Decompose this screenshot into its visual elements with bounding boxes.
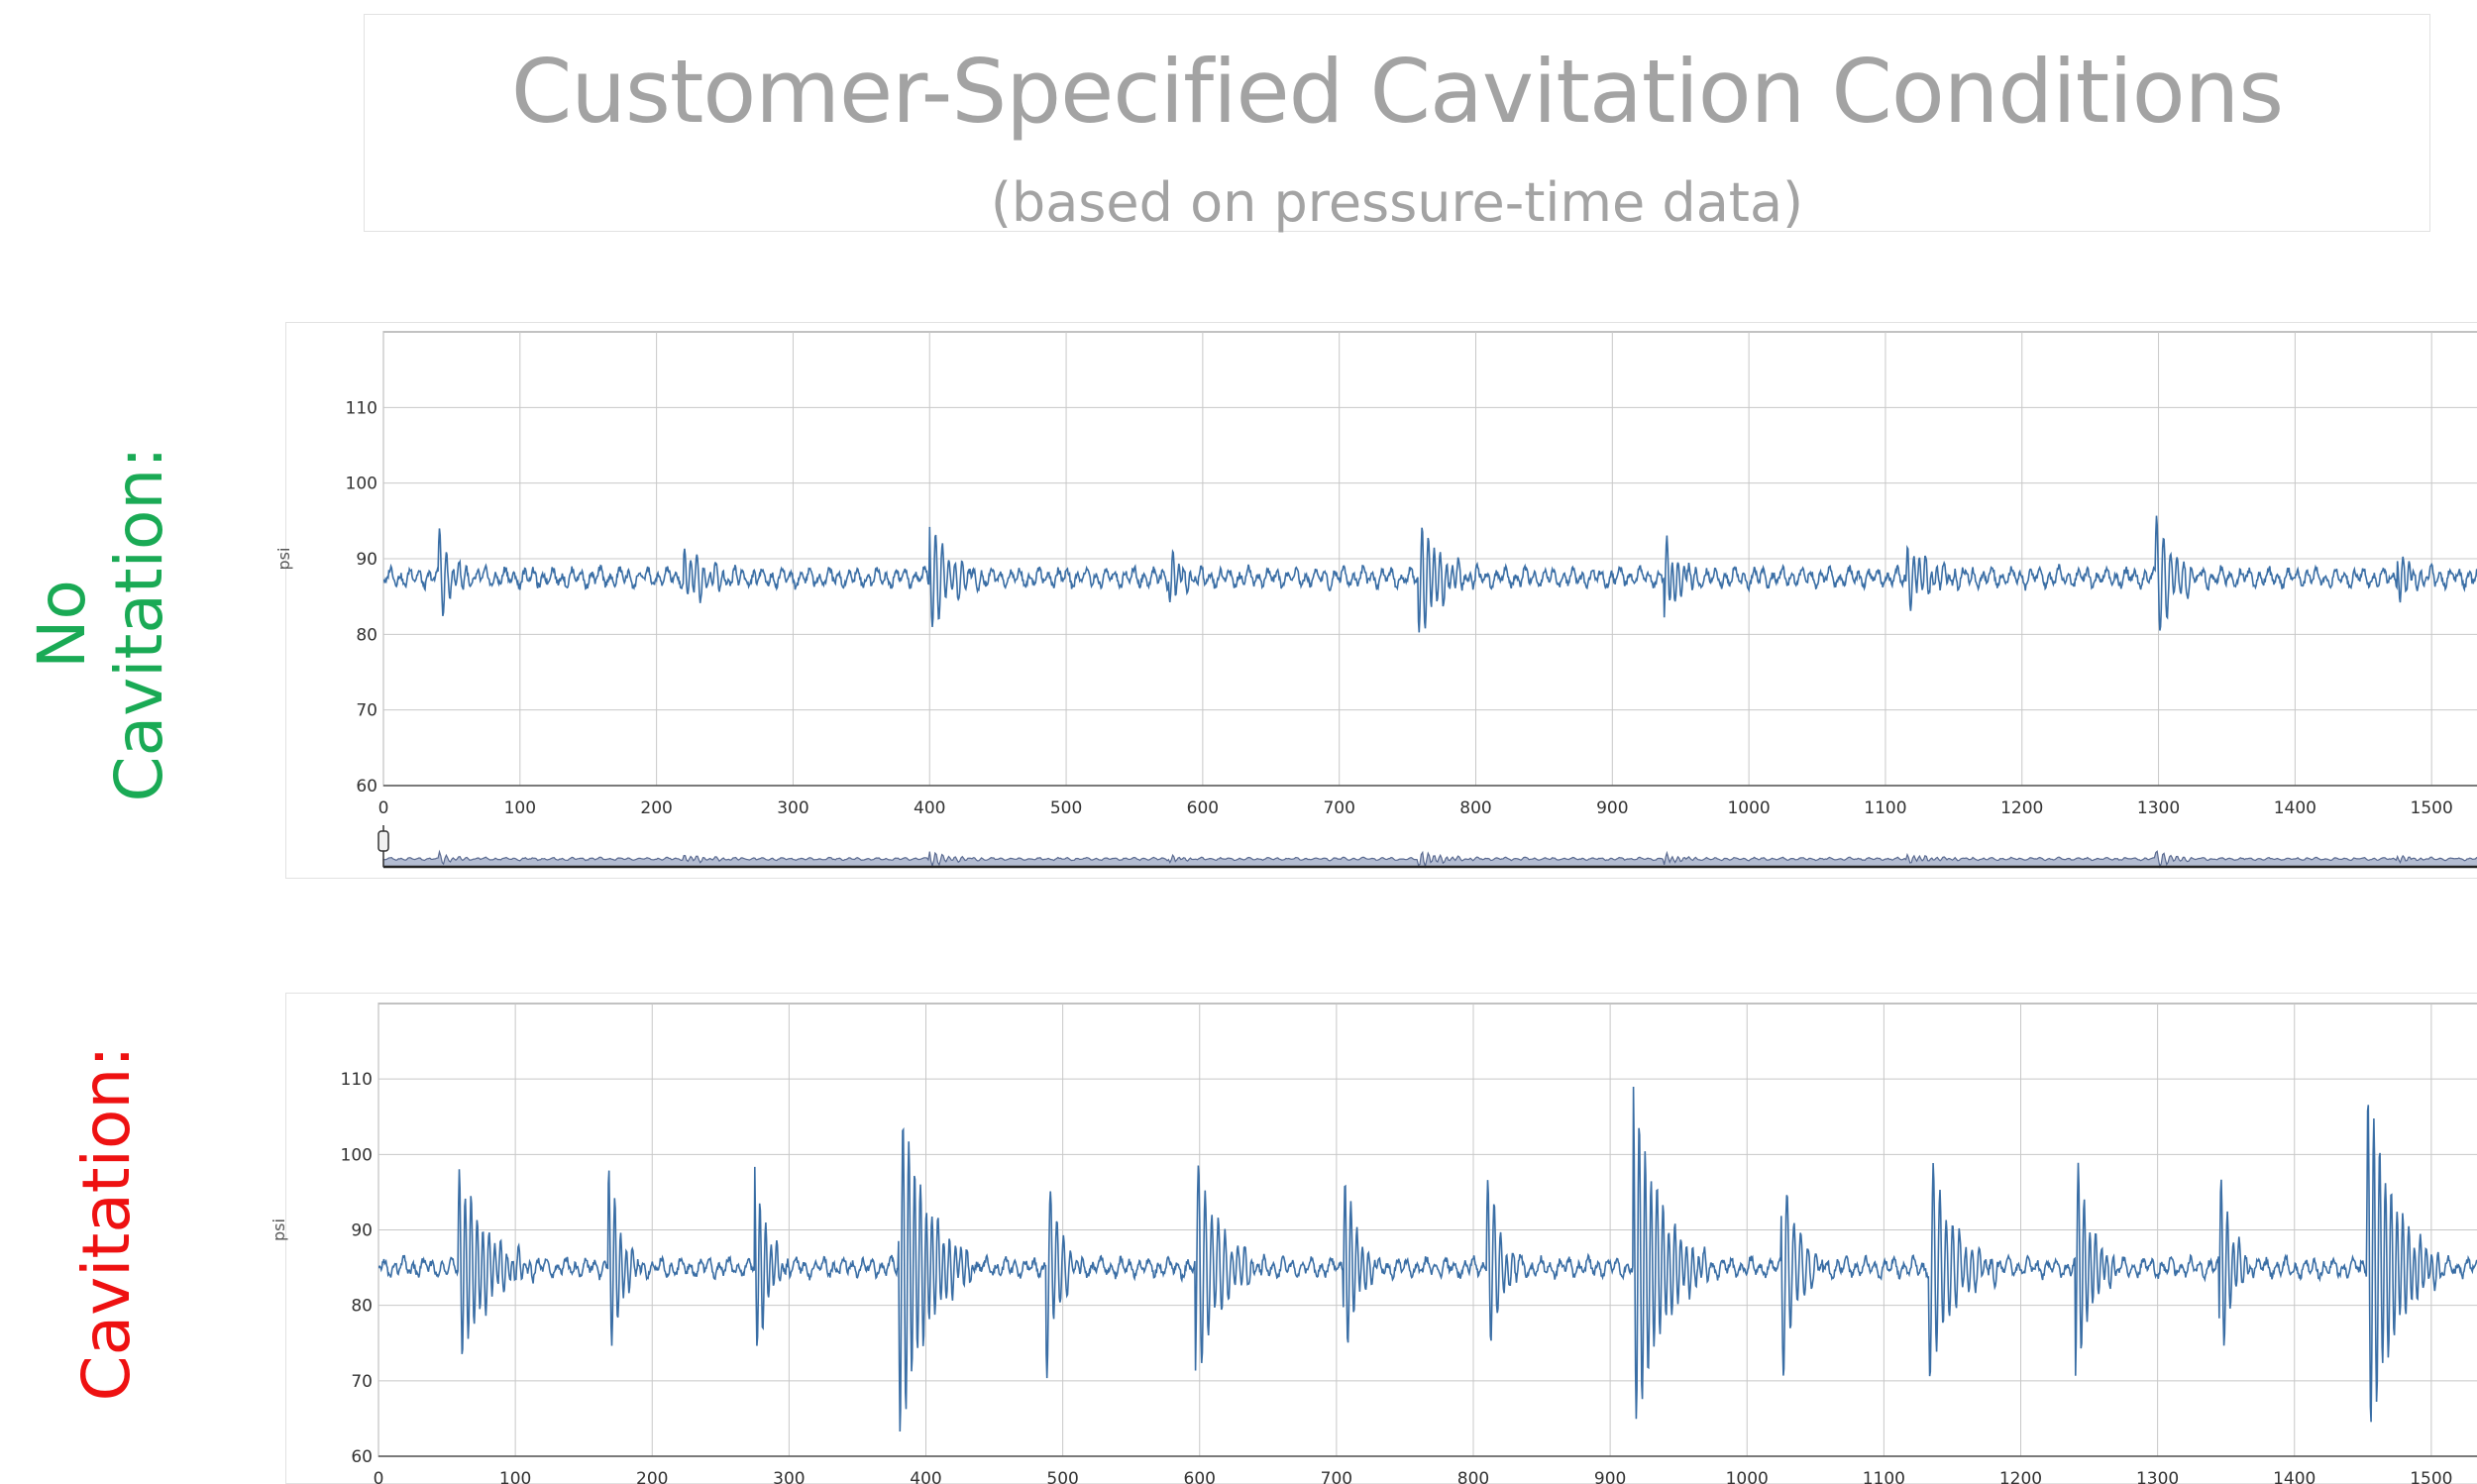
x-tick-label: 900: [1596, 798, 1628, 818]
x-tick-label: 0: [378, 798, 389, 818]
x-tick-label: 600: [1187, 798, 1219, 818]
navigator-left-handle[interactable]: [377, 830, 389, 852]
y-tick-label: 90: [356, 550, 377, 570]
x-tick-label: 1000: [1726, 1469, 1769, 1484]
x-tick-label: 700: [1321, 1469, 1352, 1484]
x-tick-label: 200: [636, 1469, 668, 1484]
series-line: [378, 1086, 2477, 1432]
x-tick-label: 500: [1050, 798, 1082, 818]
x-tick-label: 0: [374, 1469, 384, 1484]
y-tick-label: 110: [341, 1070, 373, 1090]
x-tick-label: 700: [1323, 798, 1354, 818]
x-tick-label: 400: [910, 1469, 941, 1484]
y-axis-label: psi: [274, 548, 293, 571]
x-tick-label: 1200: [2000, 798, 2043, 818]
y-tick-label: 100: [346, 475, 377, 494]
x-tick-label: 1100: [1863, 1469, 1905, 1484]
page-title: Customer-Specified Cavitation Conditions: [510, 41, 2284, 143]
x-tick-label: 300: [773, 1469, 805, 1484]
x-tick-label: 500: [1046, 1469, 1078, 1484]
x-tick-label: 200: [640, 798, 672, 818]
series-line: [383, 515, 2477, 633]
x-tick-label: 1000: [1727, 798, 1770, 818]
y-tick-label: 100: [341, 1145, 373, 1165]
page-subtitle: (based on pressure-time data): [990, 171, 1804, 234]
y-tick-label: 70: [351, 1372, 373, 1392]
x-tick-label: 400: [914, 798, 945, 818]
x-tick-label: 900: [1594, 1469, 1626, 1484]
y-tick-label: 80: [351, 1297, 373, 1317]
navigator-area: [382, 849, 2477, 869]
x-tick-label: 1100: [1864, 798, 1906, 818]
y-tick-label: 70: [356, 701, 377, 721]
x-tick-label: 1500: [2411, 798, 2453, 818]
y-tick-label: 60: [356, 777, 377, 796]
y-tick-label: 90: [351, 1221, 373, 1241]
x-tick-label: 1400: [2274, 798, 2316, 818]
x-tick-label: 1500: [2410, 1469, 2452, 1484]
no-cavitation-navigator[interactable]: [377, 825, 2477, 869]
title-box: Customer-Specified Cavitation Conditions…: [364, 14, 2430, 234]
y-tick-label: 110: [346, 398, 377, 418]
x-tick-label: 100: [504, 798, 536, 818]
no-cavitation-chart: 0 100 200 300 400 500 600 700 800 900 1000 1100 1200…: [274, 331, 2477, 869]
x-tick-label: 100: [499, 1469, 531, 1484]
cavitation-chart: 0 100 200 300 400 500 600 700 800 900 1000 1100 1200…: [269, 1003, 2477, 1484]
y-axis-label: psi: [269, 1219, 288, 1241]
x-tick-label: 300: [777, 798, 808, 818]
no-cavitation-chart-panel: [285, 322, 2477, 879]
y-tick-label: 80: [356, 625, 377, 645]
x-tick-label: 1300: [2137, 798, 2180, 818]
x-tick-label: 1400: [2273, 1469, 2315, 1484]
x-tick-label: 600: [1184, 1469, 1216, 1484]
x-tick-label: 800: [1459, 798, 1491, 818]
x-tick-label: 1200: [1999, 1469, 2042, 1484]
x-tick-label: 1300: [2136, 1469, 2179, 1484]
y-tick-label: 60: [351, 1447, 373, 1467]
x-tick-label: 800: [1457, 1469, 1489, 1484]
